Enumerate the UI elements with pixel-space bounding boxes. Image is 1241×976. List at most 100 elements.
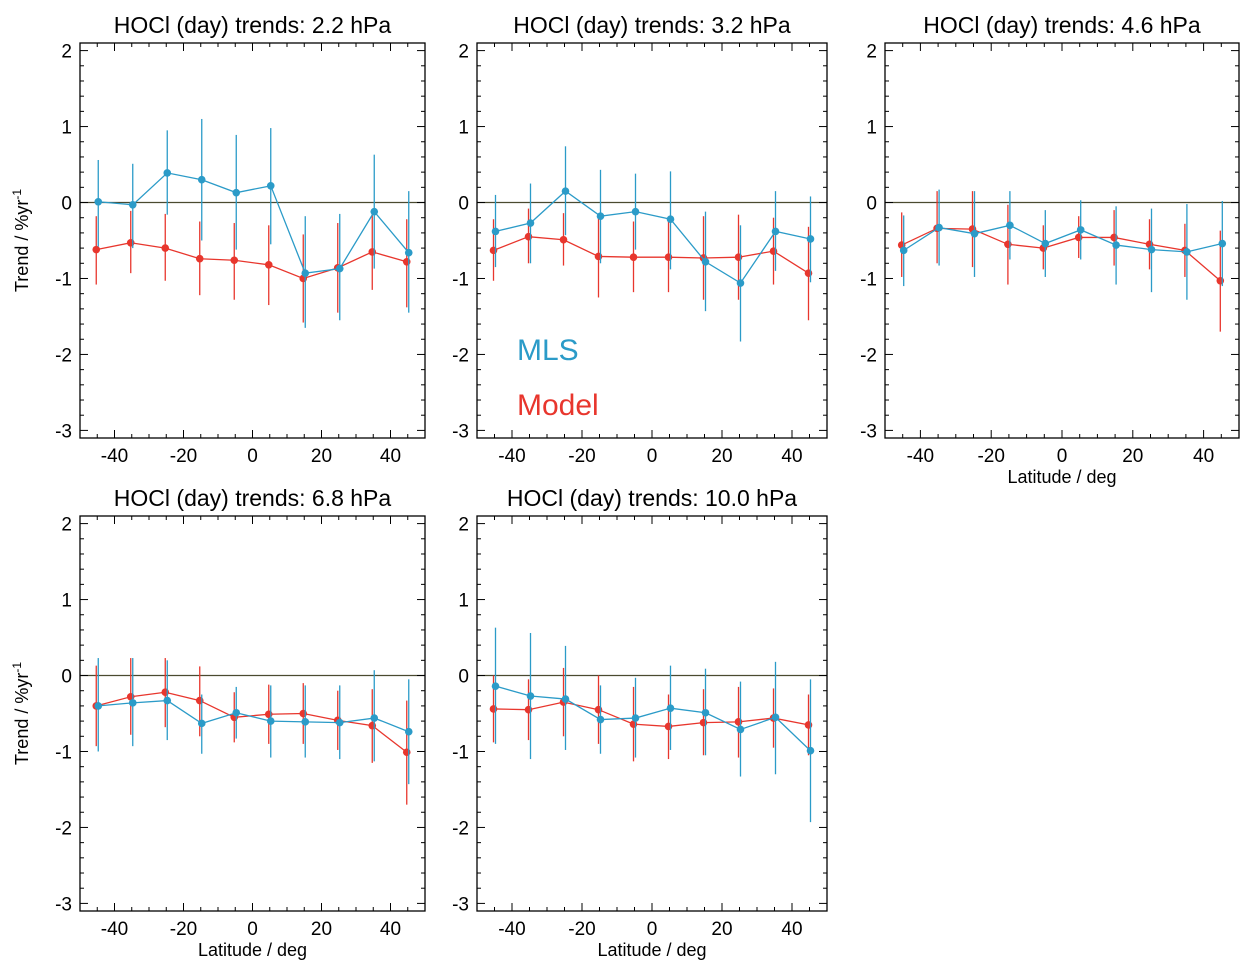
y-tick-label: 1 xyxy=(61,118,72,139)
data-point xyxy=(368,721,377,730)
data-point xyxy=(736,725,745,734)
y-tick-label: 0 xyxy=(61,667,72,688)
data-point xyxy=(195,254,204,263)
y-tick-label: 1 xyxy=(61,591,72,612)
series-mls xyxy=(94,658,413,785)
y-tick-label: 0 xyxy=(866,194,877,215)
x-axis-label: Latitude / deg xyxy=(1007,467,1116,487)
data-point xyxy=(1216,276,1225,285)
data-point xyxy=(264,261,273,269)
data-point xyxy=(935,223,943,232)
series-line xyxy=(96,242,407,280)
x-tick-label: 20 xyxy=(1122,446,1143,467)
data-point xyxy=(163,169,172,177)
y-tick-label: -3 xyxy=(860,421,877,442)
plot-frame xyxy=(79,42,426,439)
series-model xyxy=(489,667,813,762)
y-tick-label: 2 xyxy=(458,42,469,63)
data-point xyxy=(1218,239,1227,248)
data-point xyxy=(970,229,979,238)
plot-frame xyxy=(884,42,1240,439)
y-tick-label: -2 xyxy=(452,818,469,839)
y-tick-label: -3 xyxy=(55,421,72,442)
series-line xyxy=(96,691,408,753)
data-point xyxy=(734,718,743,726)
data-point xyxy=(899,246,908,255)
x-tick-label: -40 xyxy=(101,919,128,940)
plot-frame xyxy=(476,42,828,439)
data-point xyxy=(804,721,813,729)
data-point xyxy=(1147,245,1156,254)
data-point xyxy=(1004,240,1012,249)
data-point xyxy=(491,682,500,690)
series-line xyxy=(495,190,811,284)
data-point xyxy=(163,696,172,705)
y-axis-label: Trend / %yr-1 xyxy=(10,662,32,765)
x-tick-label: 0 xyxy=(247,919,258,940)
y-tick-label: -3 xyxy=(452,894,469,915)
data-point xyxy=(402,748,411,757)
x-tick-label: 20 xyxy=(311,446,332,467)
y-tick-label: 2 xyxy=(866,42,877,63)
data-point xyxy=(771,713,780,722)
legend-mls: MLS xyxy=(517,334,579,367)
y-tick-label: 2 xyxy=(61,515,72,536)
data-point xyxy=(596,715,605,724)
data-point xyxy=(734,253,743,262)
data-point xyxy=(128,699,137,707)
data-point xyxy=(404,248,413,257)
data-point xyxy=(594,252,603,261)
y-tick-label: -2 xyxy=(860,345,877,366)
data-point xyxy=(701,257,710,266)
data-point xyxy=(126,238,135,247)
data-point xyxy=(559,235,568,244)
y-axis-label: Trend / %yr-1 xyxy=(10,189,32,292)
data-point xyxy=(94,197,103,206)
y-tick-label: -1 xyxy=(55,269,72,290)
data-point xyxy=(631,714,640,722)
panel-2: HOCl (day) trends: 3.2 hPa -3 -2 -1 0 1 2 -40 -2… xyxy=(452,12,828,467)
data-point xyxy=(1006,221,1014,230)
panel-title: HOCl (day) trends: 10.0 hPa xyxy=(507,485,797,511)
series-line xyxy=(493,236,809,274)
series-model xyxy=(92,210,411,323)
data-point xyxy=(631,207,640,216)
data-point xyxy=(526,219,535,227)
series-line xyxy=(98,172,410,274)
y-tick-label: -1 xyxy=(55,742,72,763)
data-point xyxy=(195,696,204,705)
y-tick-label: 1 xyxy=(866,118,877,139)
data-point xyxy=(370,714,379,722)
data-point xyxy=(299,709,308,718)
panels-group: HOCl (day) trends: 2.2 hPa -3 -2 -1 0 1 2 -40 -2… xyxy=(10,12,1240,960)
data-point xyxy=(489,705,498,713)
data-point xyxy=(526,692,535,700)
data-point xyxy=(402,257,411,266)
data-point xyxy=(736,279,745,287)
series-model xyxy=(489,208,813,321)
series-line xyxy=(903,224,1223,253)
data-point xyxy=(266,182,275,190)
y-tick-label: -2 xyxy=(55,345,72,366)
data-point xyxy=(561,187,570,195)
series-line xyxy=(901,227,1221,282)
data-point xyxy=(301,718,310,726)
data-point xyxy=(699,718,708,727)
series-line xyxy=(495,685,811,752)
data-point xyxy=(804,269,813,277)
data-point xyxy=(1074,233,1083,242)
x-tick-label: 0 xyxy=(247,446,258,467)
data-point xyxy=(370,207,379,216)
x-tick-label: 40 xyxy=(781,446,802,467)
x-tick-label: 0 xyxy=(647,446,658,467)
panel-5: HOCl (day) trends: 10.0 hPa -3 -2 -1 0 1 2 -40 -… xyxy=(452,485,828,960)
panel-4: HOCl (day) trends: 6.8 hPa -3 -2 -1 0 1 2 -40 -2… xyxy=(10,485,426,960)
x-tick-label: -40 xyxy=(101,446,128,467)
data-point xyxy=(666,215,675,224)
y-tick-label: -2 xyxy=(55,818,72,839)
panel-title: HOCl (day) trends: 4.6 hPa xyxy=(923,12,1201,38)
x-tick-label: -40 xyxy=(907,446,934,467)
data-point xyxy=(404,727,413,736)
x-tick-label: 0 xyxy=(1057,446,1068,467)
data-point xyxy=(806,746,815,755)
